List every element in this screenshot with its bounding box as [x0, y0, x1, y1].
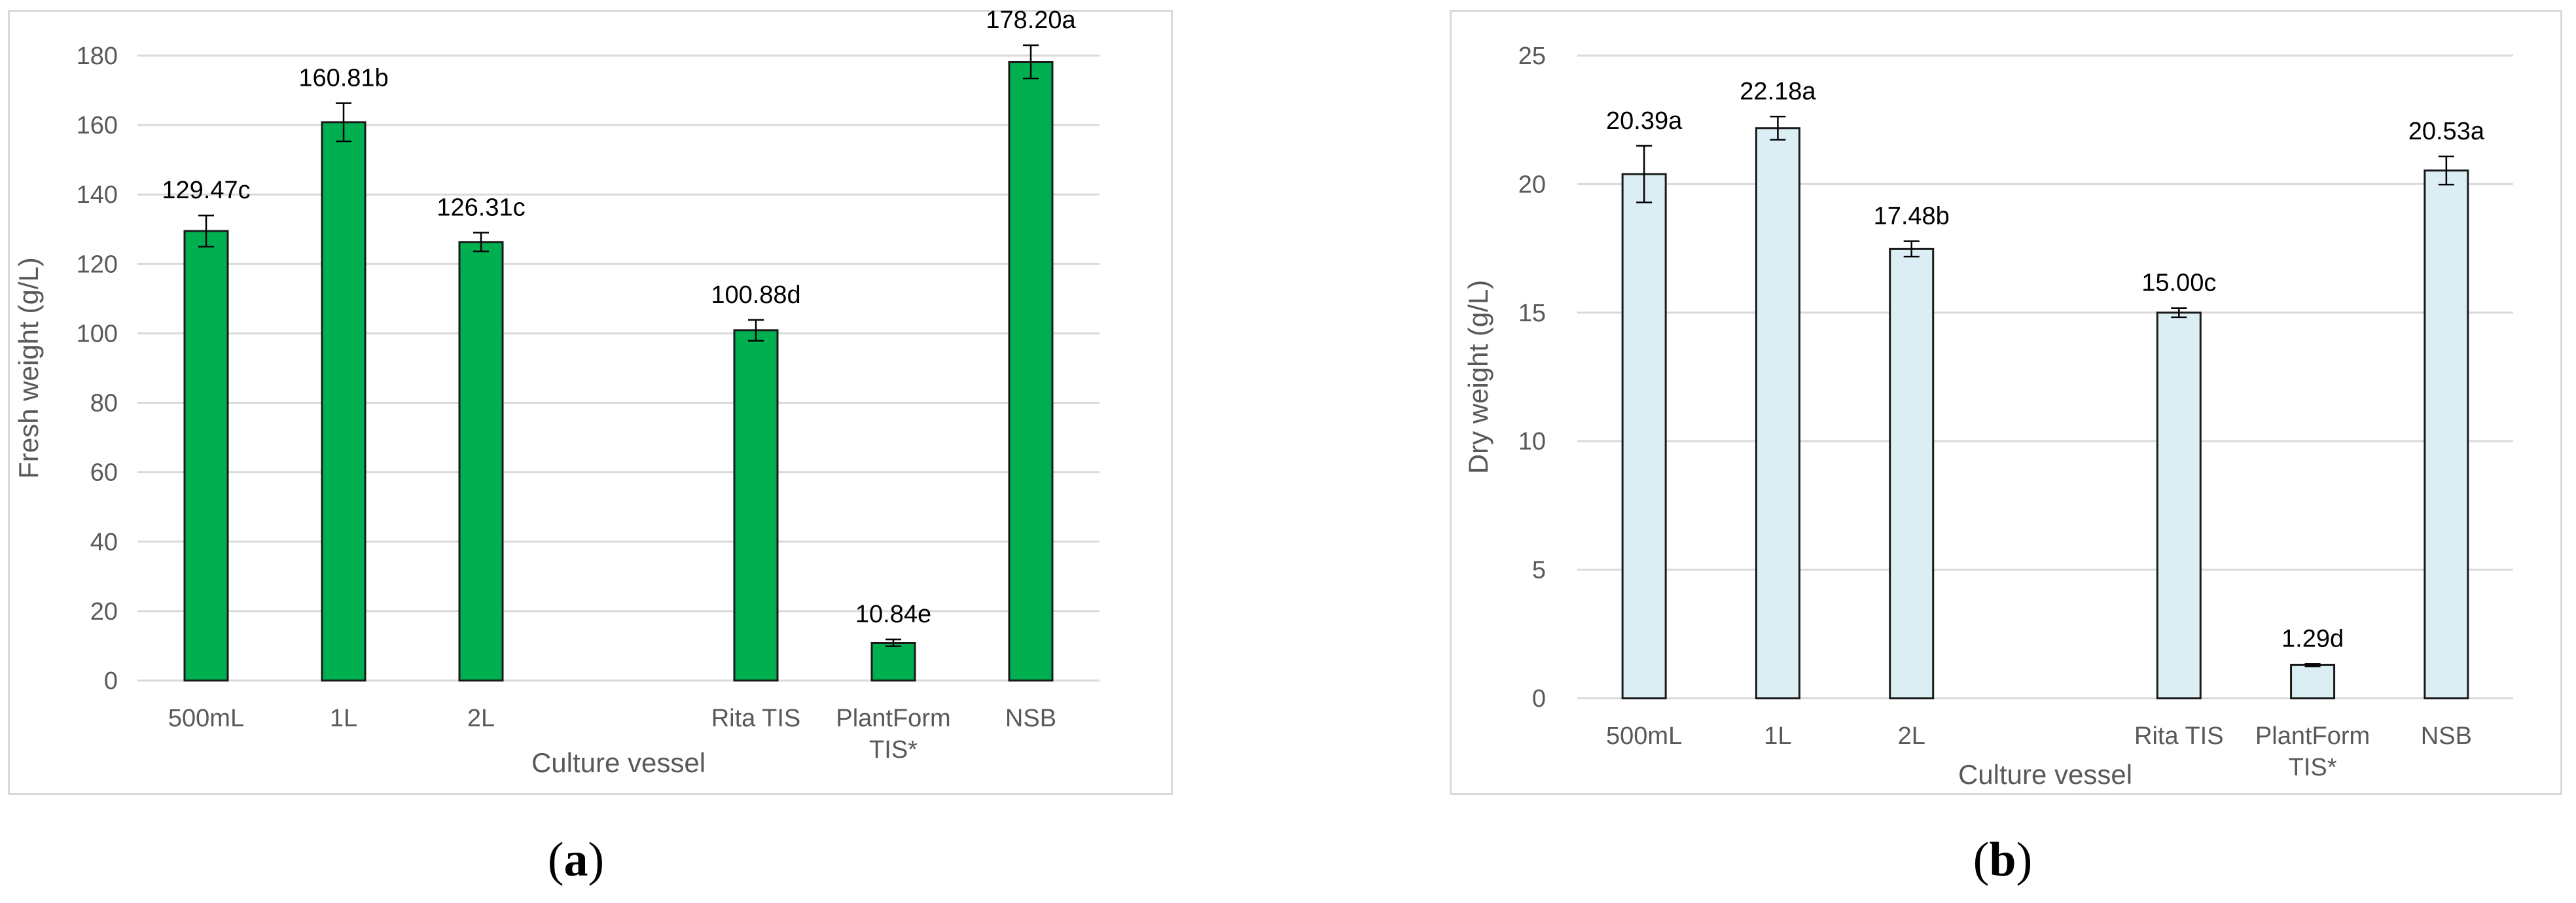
bar	[733, 329, 779, 682]
y-tick-label: 60	[90, 459, 118, 487]
y-tick-label: 5	[1532, 557, 1546, 584]
x-tick-label: PlantForm	[836, 705, 950, 732]
x-tick-label: TIS*	[869, 736, 918, 764]
x-tick-label: 1L	[330, 705, 357, 732]
x-tick-label: TIS*	[2289, 754, 2337, 781]
y-tick-label: 20	[1518, 171, 1546, 198]
y-tick-label: 140	[77, 181, 118, 209]
x-tick-label: PlantForm	[2255, 722, 2370, 750]
x-tick-label: 500mL	[168, 705, 244, 732]
y-axis-title: Dry weight (g/L)	[1463, 280, 1494, 474]
data-label: 22.18a	[1740, 78, 1816, 105]
y-tick-label: 120	[77, 251, 118, 278]
y-tick-label: 10	[1518, 428, 1546, 455]
data-label: 1.29d	[2281, 625, 2344, 652]
data-label: 129.47c	[162, 177, 250, 204]
y-tick-label: 0	[1532, 685, 1546, 713]
bar	[458, 241, 504, 682]
panel-caption-b: (b)	[1973, 833, 2033, 887]
data-label: 126.31c	[437, 194, 525, 222]
x-tick-label: Rita TIS	[711, 705, 801, 732]
y-tick-label: 40	[90, 529, 118, 556]
x-axis-title: Culture vessel	[1958, 759, 2132, 790]
y-tick-label: 160	[77, 112, 118, 139]
bar	[2290, 664, 2336, 699]
data-label: 15.00c	[2141, 270, 2216, 297]
bar	[2156, 311, 2202, 699]
y-tick-label: 100	[77, 320, 118, 347]
x-tick-label: 2L	[467, 705, 495, 732]
x-tick-label: 2L	[1898, 722, 1925, 750]
x-tick-label: NSB	[1005, 705, 1056, 732]
data-label: 20.53a	[2408, 118, 2485, 145]
bar	[1008, 61, 1054, 682]
y-tick-label: 180	[77, 43, 118, 70]
data-label: 178.20a	[986, 7, 1076, 34]
x-tick-label: 1L	[1764, 722, 1791, 750]
bar	[321, 121, 367, 682]
y-tick-label: 25	[1518, 43, 1546, 70]
y-axis-title: Fresh weight (g/L)	[13, 257, 44, 478]
bar	[2424, 169, 2469, 699]
bar	[1889, 247, 1935, 699]
y-tick-label: 80	[90, 390, 118, 417]
data-label: 160.81b	[298, 65, 388, 92]
panel-caption-a: (a)	[547, 833, 605, 887]
y-tick-label: 15	[1518, 300, 1546, 327]
x-tick-label: Rita TIS	[2134, 722, 2224, 750]
x-tick-label: NSB	[2421, 722, 2472, 750]
bar	[1621, 173, 1667, 699]
x-axis-title: Culture vessel	[531, 747, 706, 778]
x-tick-label: 500mL	[1606, 722, 1682, 750]
data-label: 17.48b	[1874, 203, 1950, 230]
data-label: 20.39a	[1606, 107, 1683, 135]
y-tick-label: 20	[90, 598, 118, 626]
bar	[1755, 127, 1800, 699]
y-tick-label: 0	[104, 667, 118, 695]
data-label: 100.88d	[711, 281, 800, 309]
bar	[183, 230, 229, 682]
data-label: 10.84e	[855, 601, 931, 628]
